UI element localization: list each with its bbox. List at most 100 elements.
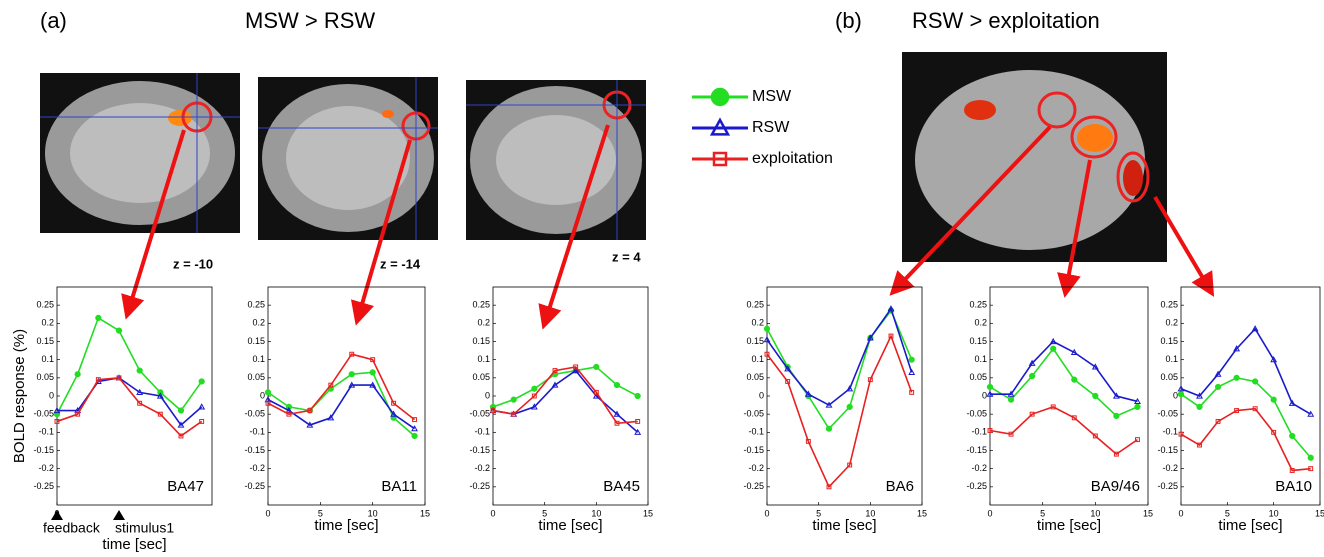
- series-line: [990, 349, 1137, 416]
- plot-frame: [767, 287, 922, 505]
- y-tick-label: 0.15: [247, 336, 265, 346]
- y-tick-label: -0.1: [38, 427, 54, 437]
- data-point: [1290, 433, 1295, 438]
- y-tick-label: -0.1: [971, 427, 987, 437]
- series-line: [1181, 409, 1311, 471]
- y-tick-label: 0.25: [969, 300, 987, 310]
- x-tick-label: 0: [764, 508, 769, 518]
- y-tick-label: 0.05: [472, 372, 490, 382]
- chart-title: BA11: [381, 478, 417, 495]
- chart-title: BA10: [1275, 478, 1312, 495]
- series-line: [57, 318, 202, 414]
- y-tick-label: 0.1: [252, 354, 265, 364]
- x-tick-label: 15: [917, 508, 927, 518]
- y-tick-label: -0.25: [743, 481, 764, 491]
- y-tick-label: -0.25: [244, 481, 265, 491]
- data-point: [1253, 379, 1258, 384]
- y-tick-label: 0.15: [746, 336, 764, 346]
- series-line: [767, 336, 912, 487]
- data-point: [594, 364, 599, 369]
- y-axis-label: BOLD response (%): [11, 329, 28, 463]
- y-tick-label: 0.15: [969, 336, 987, 346]
- y-tick-label: 0: [1173, 390, 1178, 400]
- legend-marker: [712, 89, 728, 105]
- data-point: [909, 357, 914, 362]
- y-tick-label: -0.1: [748, 427, 764, 437]
- y-tick-label: -0.2: [474, 463, 490, 473]
- y-tick-label: 0.15: [1160, 336, 1178, 346]
- x-tick-label: 15: [1143, 508, 1153, 518]
- y-tick-label: 0.25: [1160, 300, 1178, 310]
- annotation: stimulus1: [115, 520, 174, 536]
- data-point: [1178, 392, 1183, 397]
- y-tick-label: 0.2: [477, 318, 490, 328]
- panel-title: MSW > RSW: [245, 8, 375, 33]
- data-point: [1051, 346, 1056, 351]
- y-tick-label: -0.15: [1157, 445, 1178, 455]
- plot-frame: [493, 287, 648, 505]
- y-tick-label: 0: [982, 390, 987, 400]
- y-tick-label: -0.25: [966, 481, 987, 491]
- y-tick-label: 0.1: [477, 354, 490, 364]
- panel-label: (a): [40, 8, 67, 33]
- annotation-arrow: [51, 510, 63, 520]
- y-tick-label: -0.05: [743, 409, 764, 419]
- y-tick-label: -0.15: [966, 445, 987, 455]
- y-tick-label: -0.15: [33, 445, 54, 455]
- y-tick-label: -0.2: [1162, 463, 1178, 473]
- data-point: [265, 390, 270, 395]
- y-tick-label: 0.1: [974, 354, 987, 364]
- data-point: [1114, 413, 1119, 418]
- panel-title: RSW > exploitation: [912, 8, 1100, 33]
- data-point: [412, 433, 417, 438]
- data-point: [178, 408, 183, 413]
- data-point: [370, 370, 375, 375]
- y-tick-label: -0.05: [966, 409, 987, 419]
- data-point: [511, 397, 516, 402]
- x-axis-label: time [sec]: [102, 536, 166, 553]
- y-tick-label: 0.25: [247, 300, 265, 310]
- data-point: [96, 315, 101, 320]
- plot-frame: [268, 287, 425, 505]
- x-tick-label: 0: [987, 508, 992, 518]
- data-point: [199, 404, 204, 409]
- x-axis-label: time [sec]: [538, 517, 602, 534]
- y-tick-label: 0.2: [751, 318, 764, 328]
- y-tick-label: 0.15: [36, 336, 54, 346]
- y-tick-label: 0: [485, 390, 490, 400]
- y-tick-label: 0.2: [41, 318, 54, 328]
- y-tick-label: 0.15: [472, 336, 490, 346]
- y-tick-label: 0.25: [746, 300, 764, 310]
- y-tick-label: 0.25: [472, 300, 490, 310]
- y-tick-label: -0.1: [474, 427, 490, 437]
- y-tick-label: 0.1: [751, 354, 764, 364]
- y-tick-label: -0.2: [748, 463, 764, 473]
- y-tick-label: -0.05: [244, 409, 265, 419]
- data-point: [349, 372, 354, 377]
- data-point: [1093, 393, 1098, 398]
- brain-slices: [40, 52, 1167, 262]
- data-point: [826, 426, 831, 431]
- data-point: [1030, 373, 1035, 378]
- y-tick-label: 0: [260, 390, 265, 400]
- x-tick-label: 15: [643, 508, 653, 518]
- data-point: [1308, 455, 1313, 460]
- data-point: [987, 384, 992, 389]
- series-line: [1181, 378, 1311, 458]
- data-point: [614, 383, 619, 388]
- y-tick-label: 0.05: [969, 372, 987, 382]
- legend-label: exploitation: [752, 150, 833, 167]
- y-tick-label: -0.05: [1157, 409, 1178, 419]
- legend-label: RSW: [752, 119, 790, 136]
- y-tick-label: 0.2: [1165, 318, 1178, 328]
- x-tick-label: 0: [490, 508, 495, 518]
- data-point: [137, 368, 142, 373]
- legend-label: MSW: [752, 88, 792, 105]
- x-tick-label: 0: [265, 508, 270, 518]
- y-tick-label: -0.2: [38, 463, 54, 473]
- data-point: [75, 372, 80, 377]
- y-tick-label: -0.05: [33, 409, 54, 419]
- annotation-arrow: [113, 510, 125, 520]
- data-point: [1215, 384, 1220, 389]
- y-tick-label: 0.1: [41, 354, 54, 364]
